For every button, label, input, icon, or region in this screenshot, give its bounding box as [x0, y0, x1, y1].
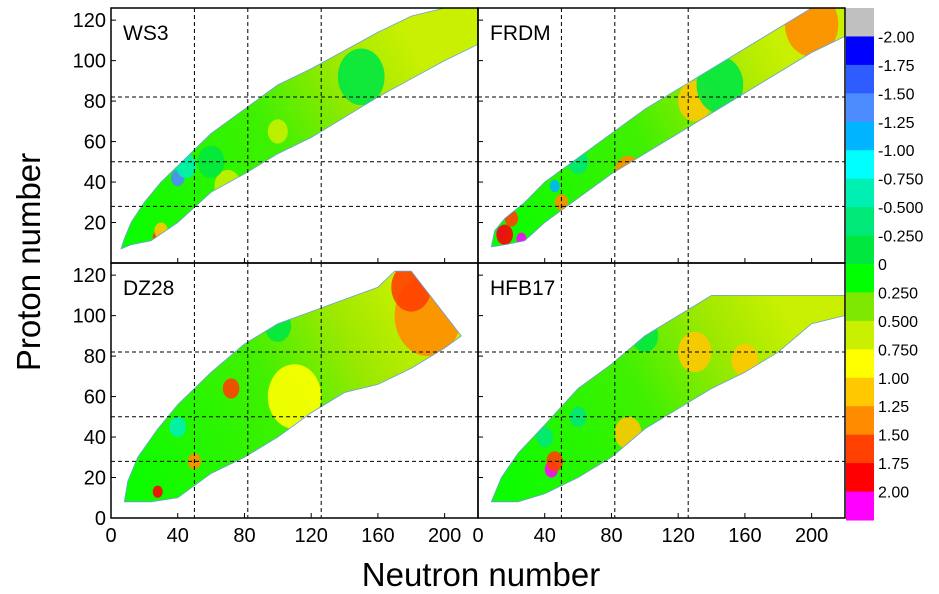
colorbar-swatch	[846, 207, 874, 237]
heatmap-cell	[169, 416, 187, 438]
x-tick-label: 160	[728, 525, 761, 547]
colorbar-label: 0.500	[878, 314, 918, 331]
y-tick-label: 120	[73, 10, 106, 32]
colorbar-swatch	[846, 264, 874, 293]
y-tick-label: 120	[73, 265, 106, 287]
heatmap-cell	[614, 155, 642, 189]
colorbar-label: -1.25	[878, 115, 915, 132]
panel-hfb17: HFB17	[477, 262, 846, 519]
y-tick-label: 100	[73, 51, 106, 73]
heatmap-cell	[731, 343, 759, 377]
x-tick-label: 40	[167, 525, 189, 547]
heatmap-base	[121, 8, 478, 249]
x-tick-label: 160	[361, 525, 394, 547]
y-axis-title: Proton number	[10, 153, 47, 371]
panel-label: WS3	[123, 22, 169, 45]
heatmap-cell	[546, 451, 564, 472]
colorbar-swatch	[846, 64, 874, 94]
heatmap-cell	[264, 309, 292, 342]
heatmap-cell	[549, 180, 560, 193]
x-axis-title: Neutron number	[362, 556, 600, 593]
heatmap-base	[491, 8, 845, 247]
colorbar: -2.00 -1.75 -1.50 -1.25 -1.00 -0.750 -0.500 -0.…	[846, 8, 923, 521]
colorbar-swatch	[846, 434, 874, 464]
x-tick-label: 0	[105, 525, 116, 547]
y-tick-label: 80	[84, 91, 106, 113]
panel-frdm: FRDM	[477, 7, 846, 264]
y-tick-label: 60	[84, 132, 106, 154]
colorbar-label: 2.00	[878, 485, 909, 502]
colorbar-label: 1.50	[878, 428, 909, 445]
y-tick-label: 20	[84, 213, 106, 235]
heatmap-cell	[267, 119, 288, 144]
heatmap-cell	[536, 426, 554, 448]
y-tick-label: 40	[84, 172, 106, 194]
heatmap-cell	[696, 56, 744, 114]
heatmap-cell	[337, 48, 385, 106]
colorbar-label: -1.50	[878, 86, 915, 103]
panel-label: DZ28	[123, 277, 174, 300]
colorbar-swatch	[846, 93, 874, 123]
colorbar-label: 1.75	[878, 456, 909, 473]
panel-dz28: DZ28	[110, 262, 479, 519]
heatmap-cell	[496, 224, 514, 245]
x-tick-label: 200	[428, 525, 461, 547]
x-tick-label: 200	[795, 525, 828, 547]
colorbar-swatch	[846, 235, 874, 265]
colorbar-swatch	[846, 377, 874, 407]
colorbar-label: 0	[878, 257, 887, 274]
y-tick-label: 100	[73, 306, 106, 328]
colorbar-swatch	[846, 121, 874, 151]
colorbar-swatch	[846, 406, 874, 436]
colorbar-label: -1.75	[878, 58, 915, 75]
colorbar-label: 1.25	[878, 399, 909, 416]
heatmap-cell	[516, 232, 527, 245]
panels-layer: WS3 FRDM DZ28 HFB17	[110, 7, 846, 519]
x-tick-label: 0	[472, 525, 483, 547]
panel-label: FRDM	[490, 22, 551, 45]
heatmap-cell	[784, 8, 839, 57]
x-tick-label: 120	[661, 525, 694, 547]
colorbar-label: -0.500	[878, 200, 923, 217]
panel-label: HFB17	[490, 277, 555, 300]
colorbar-swatch	[846, 8, 874, 37]
colorbar-swatch	[846, 150, 874, 180]
x-tick-label: 80	[233, 525, 255, 547]
colorbar-swatch	[846, 178, 874, 208]
colorbar-swatch	[846, 36, 874, 66]
y-tick-label: 20	[84, 468, 106, 490]
colorbar-label: 1.00	[878, 371, 909, 388]
colorbar-label: -1.00	[878, 143, 915, 160]
heatmap-cell	[222, 378, 240, 399]
y-tick-label: 40	[84, 427, 106, 449]
heatmap-cell	[152, 485, 163, 498]
heatmap-cell	[267, 364, 322, 429]
colorbar-label: -0.250	[878, 229, 923, 246]
heatmap-base	[491, 295, 845, 502]
x-tick-label: 120	[294, 525, 327, 547]
panel-frame	[477, 262, 846, 519]
heatmap-cell	[391, 271, 432, 312]
panel-ws3: WS3	[110, 7, 479, 264]
colorbar-swatch	[846, 292, 874, 322]
colorbar-swatch	[846, 320, 874, 350]
axes-layer: 20 40 60 80 100 120 0 20 40 60 80 100 120 0 40 80 120 160…	[73, 10, 829, 547]
colorbar-label: 0.250	[878, 285, 918, 302]
heatmap-cell	[678, 331, 712, 373]
y-tick-label: 80	[84, 346, 106, 368]
x-tick-label: 80	[600, 525, 622, 547]
x-tick-label: 40	[534, 525, 556, 547]
y-tick-label: 0	[95, 508, 106, 530]
heatmap-cell	[614, 416, 642, 450]
nuclide-boundary	[123, 270, 462, 503]
y-tick-label: 60	[84, 387, 106, 409]
colorbar-swatch	[846, 491, 874, 521]
colorbar-swatch	[846, 349, 874, 379]
colorbar-label: 0.750	[878, 342, 918, 359]
colorbar-label: -2.00	[878, 29, 915, 46]
colorbar-label: -0.750	[878, 172, 923, 189]
heatmap-cell	[593, 113, 614, 138]
colorbar-swatch	[846, 463, 874, 493]
